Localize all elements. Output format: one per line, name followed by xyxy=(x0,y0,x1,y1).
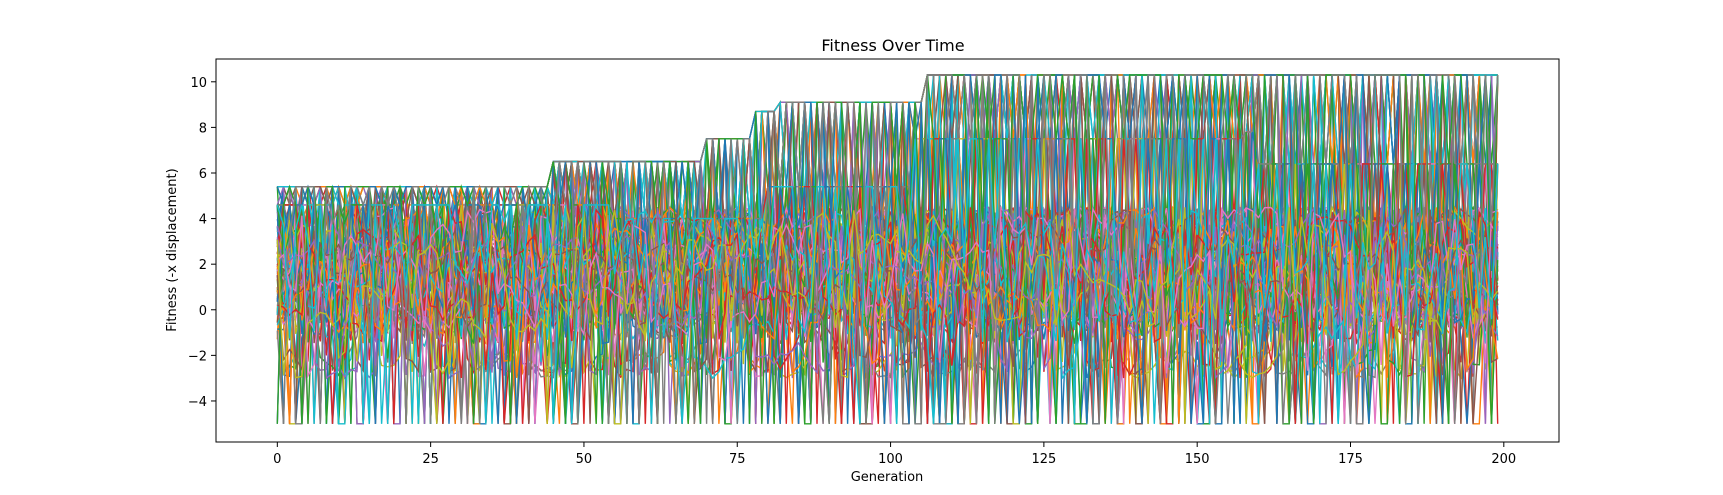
plot-area xyxy=(276,74,1499,425)
y-tick-label: 8 xyxy=(199,121,207,136)
series-line xyxy=(276,204,1499,376)
series-line xyxy=(276,206,1499,378)
x-tick-label: 125 xyxy=(1031,452,1056,467)
x-axis: 0 25 50 75 100 125 150 175 200 xyxy=(273,442,1516,467)
x-tick-label: 0 xyxy=(273,452,281,467)
y-tick-label: 10 xyxy=(190,76,207,91)
y-tick-label: −2 xyxy=(188,349,207,364)
x-axis-label: Generation xyxy=(851,470,924,485)
y-tick-label: 6 xyxy=(199,167,207,182)
x-tick-label: 175 xyxy=(1338,452,1363,467)
x-tick-label: 100 xyxy=(878,452,903,467)
series-lines xyxy=(276,74,1499,425)
x-tick-label: 75 xyxy=(729,452,746,467)
y-axis-label: Fitness (-x displacement) xyxy=(165,168,180,331)
y-tick-label: 4 xyxy=(199,213,207,228)
series-line xyxy=(276,207,1499,379)
y-tick-label: −4 xyxy=(188,395,207,410)
y-tick-label: 0 xyxy=(199,304,207,319)
series-line xyxy=(276,74,1499,425)
x-tick-label: 50 xyxy=(576,452,593,467)
x-tick-label: 25 xyxy=(422,452,439,467)
y-axis: −4 −2 0 2 4 6 8 10 xyxy=(188,76,216,410)
plot-frame xyxy=(215,58,1560,443)
x-tick-label: 200 xyxy=(1491,452,1516,467)
chart-title: Fitness Over Time xyxy=(821,36,964,55)
x-tick-label: 150 xyxy=(1185,452,1210,467)
y-tick-label: 2 xyxy=(199,258,207,273)
series-line xyxy=(276,138,1499,425)
